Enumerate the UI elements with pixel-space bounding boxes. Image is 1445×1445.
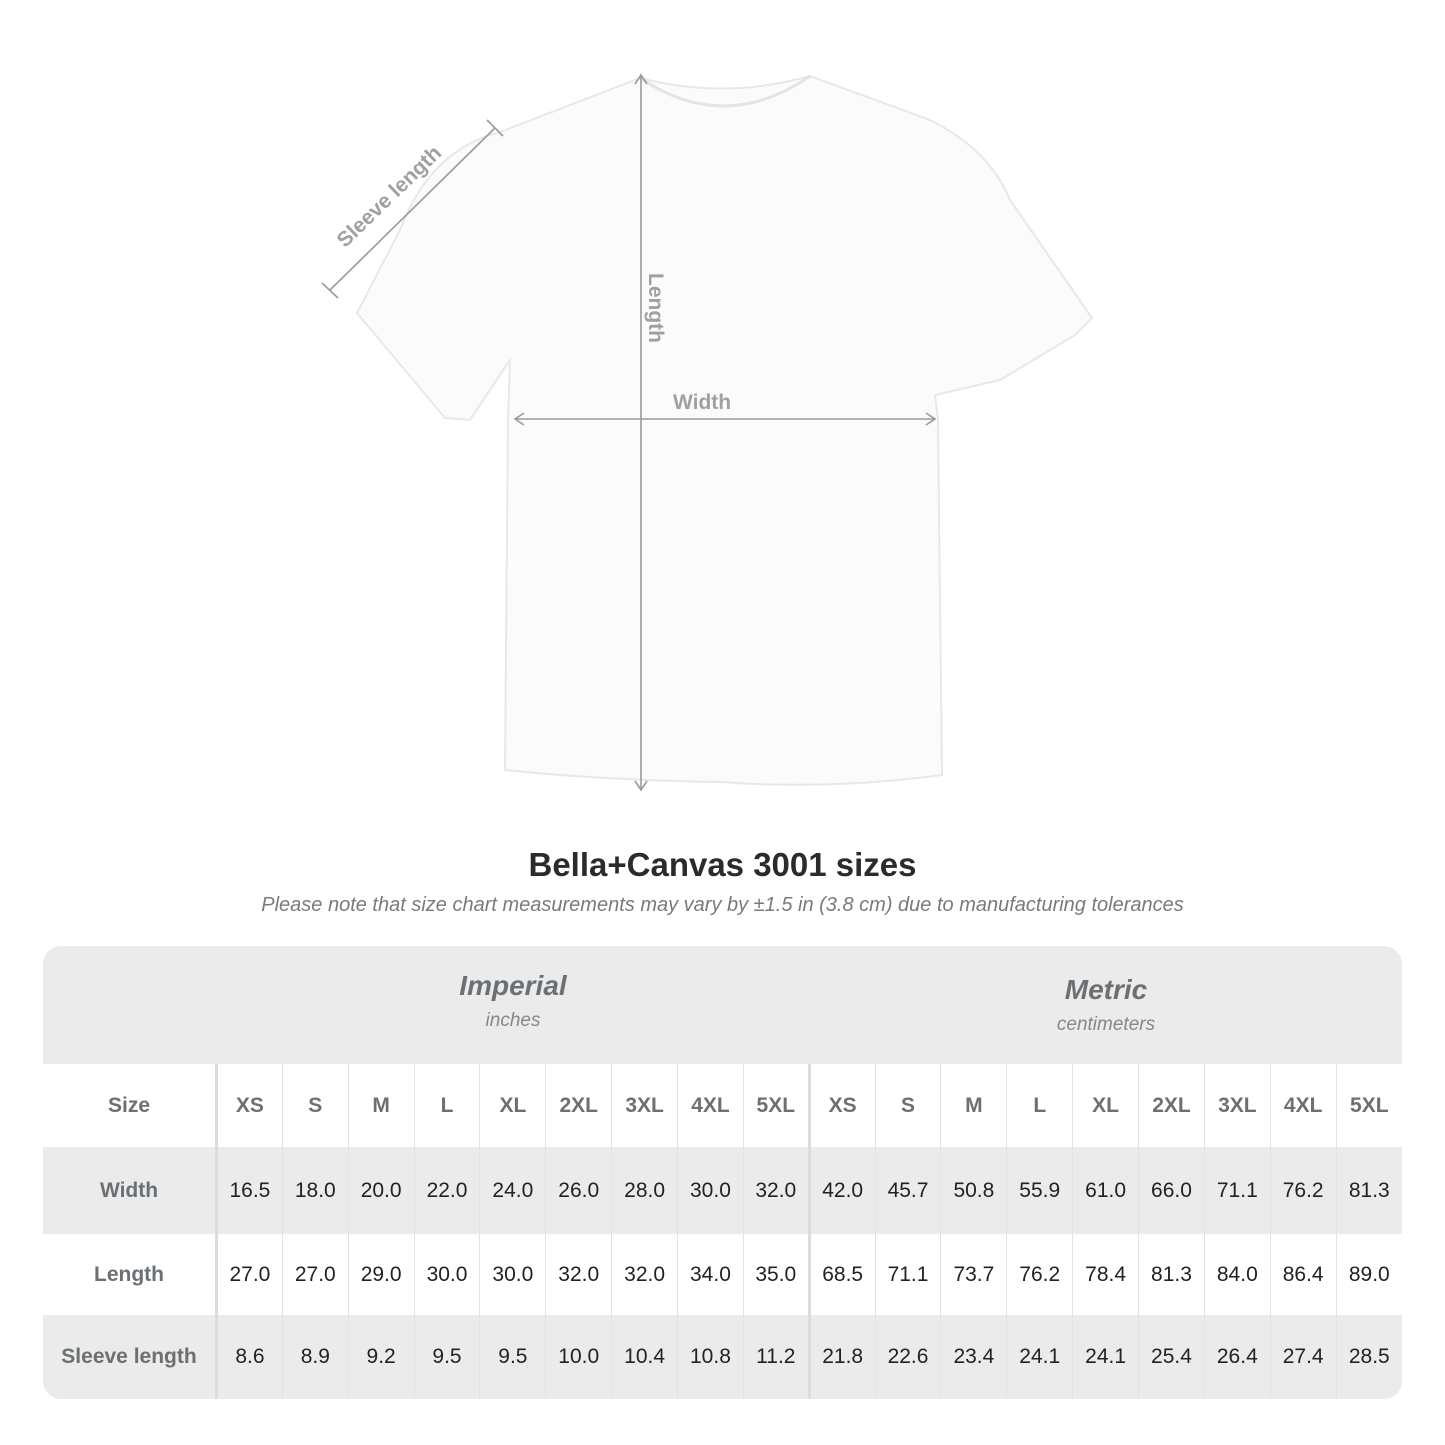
metric-value-cell: 26.4 <box>1203 1315 1271 1399</box>
imperial-value-cell: 30.0 <box>677 1147 744 1234</box>
imperial-value-cell: 28.0 <box>611 1147 678 1234</box>
metric-value-cell: 50.8 <box>940 1147 1007 1234</box>
row-label: Sleeve length <box>43 1315 218 1399</box>
imperial-value-cell: 24.0 <box>479 1147 546 1234</box>
metric-value-cell: 24.1 <box>1072 1315 1139 1399</box>
collar <box>639 74 811 108</box>
metric-value-cell: 78.4 <box>1072 1234 1139 1315</box>
metric-value-cell: 81.3 <box>1138 1234 1205 1315</box>
imperial-size-header: 2XL <box>545 1064 612 1147</box>
imperial-size-header: 5XL <box>742 1064 810 1147</box>
imperial-value-cell: 8.6 <box>216 1315 283 1399</box>
imperial-value-cell: 9.2 <box>347 1315 415 1399</box>
chart-title: Bella+Canvas 3001 sizes <box>528 846 917 883</box>
imperial-value-cell: 32.0 <box>545 1234 612 1315</box>
imperial-unit: inches <box>485 1010 541 1031</box>
imperial-value-cell: 35.0 <box>742 1234 810 1315</box>
imperial-size-header: 3XL <box>611 1064 678 1147</box>
metric-value-cell: 89.0 <box>1335 1234 1402 1315</box>
metric-value-cell: 24.1 <box>1006 1315 1073 1399</box>
metric-size-header: XL <box>1072 1064 1139 1147</box>
metric-value-cell: 23.4 <box>940 1315 1007 1399</box>
metric-value-cell: 42.0 <box>807 1147 876 1234</box>
size-grid: Size XS S M L XL 2XL 3XL 4XL 5XL XS S M L XL 2XL 3XL 4XL 5… <box>43 1064 1402 1399</box>
metric-value-cell: 71.1 <box>1203 1147 1271 1234</box>
tshirt-shape <box>355 74 1094 786</box>
imperial-title: Imperial <box>459 970 567 1001</box>
metric-value-cell: 25.4 <box>1138 1315 1205 1399</box>
imperial-size-header: XL <box>479 1064 546 1147</box>
imperial-value-cell: 11.2 <box>742 1315 810 1399</box>
imperial-value-cell: 9.5 <box>479 1315 546 1399</box>
imperial-value-cell: 32.0 <box>611 1234 678 1315</box>
metric-value-cell: 66.0 <box>1138 1147 1205 1234</box>
imperial-size-header: 4XL <box>677 1064 744 1147</box>
imperial-value-cell: 10.4 <box>611 1315 678 1399</box>
row-label: Length <box>43 1234 218 1315</box>
size-table: Imperial inches Metric centimeters Size X… <box>43 946 1402 1399</box>
size-label: Size <box>43 1064 218 1147</box>
metric-value-cell: 27.4 <box>1269 1315 1337 1399</box>
imperial-value-cell: 16.5 <box>216 1147 283 1234</box>
imperial-value-cell: 8.9 <box>281 1315 349 1399</box>
metric-size-header: 2XL <box>1138 1064 1205 1147</box>
metric-size-header: 5XL <box>1335 1064 1402 1147</box>
metric-size-header: L <box>1006 1064 1073 1147</box>
imperial-size-header: L <box>413 1064 480 1147</box>
imperial-value-cell: 10.8 <box>677 1315 744 1399</box>
metric-value-cell: 21.8 <box>807 1315 876 1399</box>
metric-value-cell: 22.6 <box>874 1315 941 1399</box>
imperial-value-cell: 9.5 <box>413 1315 480 1399</box>
metric-value-cell: 28.5 <box>1335 1315 1402 1399</box>
imperial-value-cell: 27.0 <box>216 1234 283 1315</box>
metric-size-header: M <box>940 1064 1007 1147</box>
metric-value-cell: 84.0 <box>1203 1234 1271 1315</box>
imperial-value-cell: 29.0 <box>347 1234 415 1315</box>
sleeve-arrow <box>329 127 496 291</box>
metric-value-cell: 68.5 <box>807 1234 876 1315</box>
imperial-size-header: M <box>347 1064 415 1147</box>
metric-unit: centimeters <box>1056 1014 1156 1035</box>
tshirt-diagram <box>321 73 1094 792</box>
imperial-value-cell: 27.0 <box>281 1234 349 1315</box>
size-header-row: Size XS S M L XL 2XL 3XL 4XL 5XL XS S M L XL 2XL 3XL 4XL 5… <box>43 1064 1402 1147</box>
imperial-value-cell: 18.0 <box>281 1147 349 1234</box>
metric-header: Metric centimeters <box>810 950 1402 1068</box>
imperial-value-cell: 22.0 <box>413 1147 480 1234</box>
row-label: Width <box>43 1147 218 1234</box>
width-label: Width <box>673 391 732 414</box>
length-label: Length <box>643 273 667 343</box>
imperial-size-header: S <box>281 1064 349 1147</box>
metric-size-header: XS <box>807 1064 876 1147</box>
metric-value-cell: 71.1 <box>874 1234 941 1315</box>
metric-value-cell: 55.9 <box>1006 1147 1073 1234</box>
table-row: Sleeve length 8.6 8.9 9.2 9.5 9.5 10.0 10.4 10.8… <box>43 1315 1402 1399</box>
imperial-header: Imperial inches <box>217 946 809 1064</box>
metric-value-cell: 86.4 <box>1269 1234 1337 1315</box>
imperial-value-cell: 34.0 <box>677 1234 744 1315</box>
imperial-value-cell: 30.0 <box>413 1234 480 1315</box>
imperial-size-header: XS <box>216 1064 283 1147</box>
imperial-value-cell: 30.0 <box>479 1234 546 1315</box>
imperial-value-cell: 10.0 <box>545 1315 612 1399</box>
imperial-value-cell: 26.0 <box>545 1147 612 1234</box>
metric-size-header: S <box>874 1064 941 1147</box>
metric-size-header: 4XL <box>1269 1064 1337 1147</box>
metric-value-cell: 76.2 <box>1006 1234 1073 1315</box>
metric-value-cell: 81.3 <box>1335 1147 1402 1234</box>
table-row: Length 27.0 27.0 29.0 30.0 30.0 32.0 32.0 34.0 35… <box>43 1234 1402 1315</box>
metric-value-cell: 76.2 <box>1269 1147 1337 1234</box>
metric-value-cell: 45.7 <box>874 1147 941 1234</box>
metric-size-header: 3XL <box>1203 1064 1271 1147</box>
imperial-value-cell: 20.0 <box>347 1147 415 1234</box>
metric-value-cell: 73.7 <box>940 1234 1007 1315</box>
metric-value-cell: 61.0 <box>1072 1147 1139 1234</box>
imperial-value-cell: 32.0 <box>742 1147 810 1234</box>
table-row: Width 16.5 18.0 20.0 22.0 24.0 26.0 28.0 30.0 32.… <box>43 1147 1402 1234</box>
chart-subtitle: Please note that size chart measurements… <box>261 894 1184 916</box>
metric-title: Metric <box>1064 974 1148 1005</box>
